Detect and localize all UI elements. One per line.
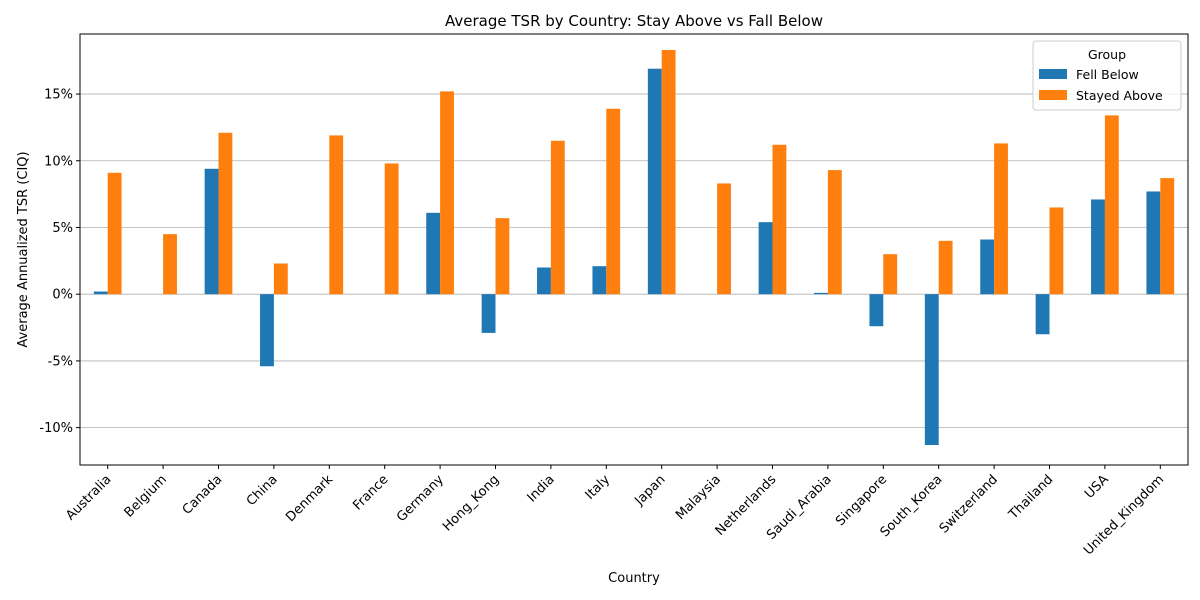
- bar-fell-below: [260, 294, 274, 367]
- bar-fell-below: [980, 239, 995, 295]
- bar-stayed-above: [717, 183, 731, 295]
- bar-stayed-above: [163, 234, 177, 295]
- bar-stayed-above: [1104, 115, 1119, 295]
- bar-fell-below: [481, 294, 496, 333]
- x-tick-label: China: [244, 472, 281, 509]
- bar-stayed-above: [938, 240, 953, 295]
- bar-stayed-above: [1160, 178, 1175, 295]
- x-tick-label: Italy: [583, 472, 614, 503]
- x-tick-label: Denmark: [283, 472, 336, 525]
- grid-lines: [80, 93, 1188, 429]
- x-tick-label: Malaysia: [673, 472, 724, 523]
- bar-fell-below: [647, 68, 662, 295]
- bar-stayed-above: [883, 254, 898, 295]
- x-tick-label: Japan: [632, 472, 669, 509]
- x-tick-label: India: [525, 472, 558, 505]
- x-tick-label: Switzerland: [937, 472, 1001, 536]
- plot-frame: [79, 33, 1189, 466]
- x-axis-title: Country: [608, 571, 660, 586]
- legend-label: Fell Below: [1076, 67, 1139, 82]
- y-tick-label: 15%: [44, 88, 73, 103]
- bar-fell-below: [1146, 191, 1161, 295]
- y-tick-label: 10%: [44, 154, 73, 169]
- bar-stayed-above: [329, 135, 344, 295]
- bar-stayed-above: [661, 50, 676, 295]
- bar-stayed-above: [440, 91, 454, 295]
- bar-stayed-above: [218, 132, 233, 295]
- legend-swatch: [1039, 90, 1067, 100]
- x-tick-label: Germany: [394, 472, 447, 525]
- bar-stayed-above: [495, 218, 510, 295]
- bar-fell-below: [537, 267, 551, 295]
- x-axis-ticks: Australia Belgium Canada China Denmark France…: [63, 465, 1167, 558]
- bar-fell-below: [1091, 199, 1105, 295]
- bars: [93, 50, 1175, 445]
- bar-stayed-above: [772, 144, 787, 295]
- bar-fell-below: [93, 291, 108, 295]
- bar-fell-below: [869, 294, 884, 327]
- bar-fell-below: [1035, 294, 1050, 335]
- x-tick-label: Thailand: [1006, 472, 1057, 523]
- bar-fell-below: [758, 222, 773, 295]
- x-tick-label: France: [350, 472, 391, 513]
- legend-items: Fell Below Stayed Above: [1039, 67, 1163, 103]
- legend: Group Fell Below Stayed Above: [1032, 40, 1182, 111]
- bar-stayed-above: [827, 170, 842, 295]
- x-tick-label: Singapore: [833, 472, 890, 529]
- y-tick-label: 0%: [52, 288, 73, 303]
- chart-title: Average TSR by Country: Stay Above vs Fa…: [445, 12, 823, 30]
- bar-stayed-above: [550, 140, 565, 295]
- bar-fell-below: [814, 292, 828, 295]
- y-tick-label: 5%: [52, 221, 73, 236]
- x-tick-label: USA: [1082, 472, 1112, 502]
- bar-stayed-above: [1049, 207, 1064, 295]
- y-tick-label: -10%: [39, 421, 73, 436]
- bar-stayed-above: [384, 163, 399, 295]
- bar-stayed-above: [606, 108, 621, 295]
- y-axis-ticks: -10% -5% 0% 5% 10% 15%: [39, 88, 80, 436]
- x-tick-label: Australia: [63, 472, 114, 523]
- y-tick-label: -5%: [48, 354, 73, 369]
- x-tick-label: Canada: [180, 472, 226, 518]
- bar-fell-below: [204, 168, 219, 295]
- x-tick-label: Belgium: [122, 472, 170, 520]
- legend-label: Stayed Above: [1076, 88, 1163, 103]
- legend-swatch: [1039, 69, 1067, 79]
- bar-fell-below: [924, 294, 939, 445]
- bar-fell-below: [592, 266, 607, 295]
- legend-title: Group: [1088, 47, 1126, 62]
- bar-stayed-above: [107, 172, 122, 295]
- x-tick-label: Hong_Kong: [440, 472, 502, 534]
- bar-stayed-above: [994, 143, 1008, 295]
- bar-stayed-above: [273, 263, 288, 295]
- legend-box: [1032, 40, 1182, 111]
- bar-fell-below: [426, 212, 441, 295]
- y-axis-title: Average Annualized TSR (CIQ): [16, 151, 31, 347]
